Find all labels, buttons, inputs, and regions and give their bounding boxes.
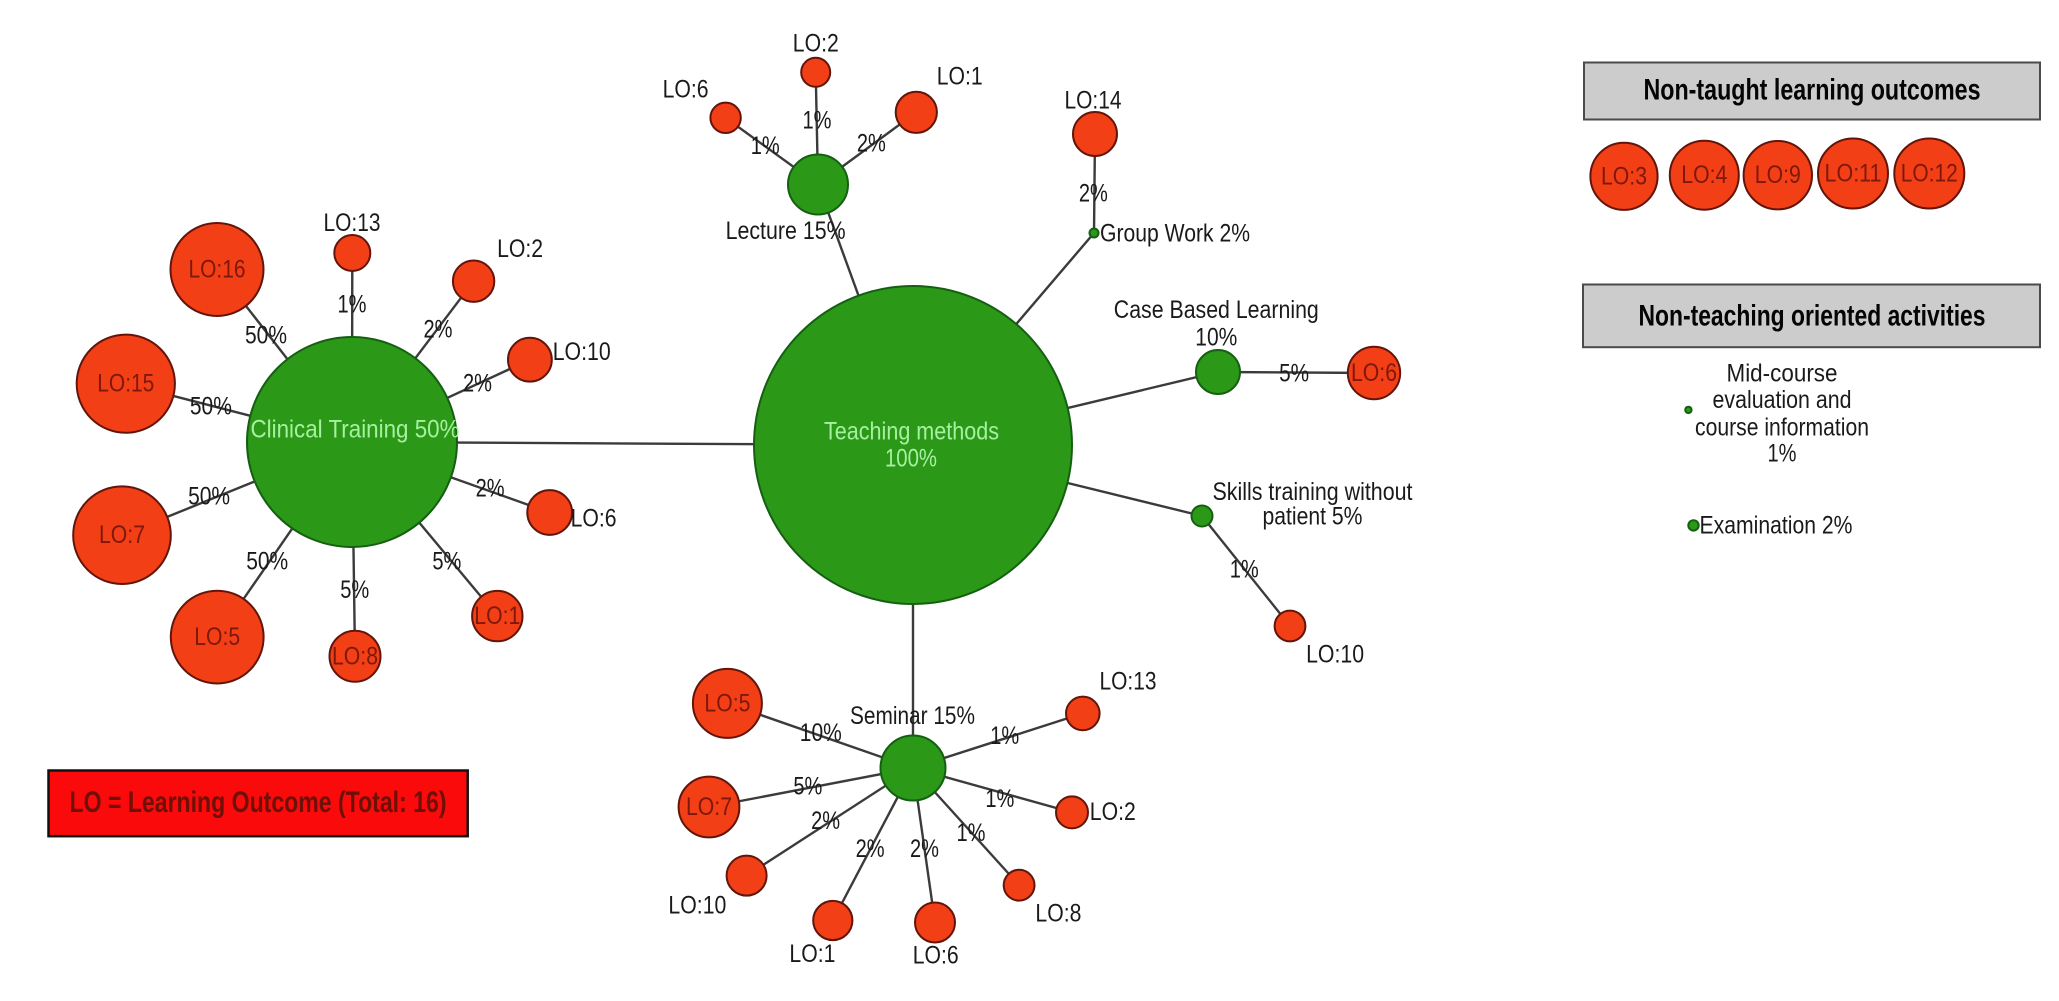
svg-text:50%: 50% bbox=[188, 482, 230, 510]
svg-text:50%: 50% bbox=[246, 548, 288, 576]
svg-text:LO:10: LO:10 bbox=[1306, 641, 1364, 669]
svg-text:LO:10: LO:10 bbox=[668, 892, 726, 920]
svg-text:2%: 2% bbox=[856, 835, 885, 863]
svg-text:LO:3: LO:3 bbox=[1601, 162, 1647, 190]
svg-text:5%: 5% bbox=[793, 773, 822, 801]
svg-text:Non-taught learning outcomes: Non-taught learning outcomes bbox=[1644, 74, 1981, 107]
svg-text:LO:6: LO:6 bbox=[571, 505, 617, 533]
svg-text:Clinical Training 50%: Clinical Training 50% bbox=[251, 415, 460, 443]
svg-text:2%: 2% bbox=[463, 370, 492, 398]
svg-text:Skills training without: Skills training without bbox=[1213, 478, 1413, 506]
svg-text:1%: 1% bbox=[990, 722, 1019, 750]
svg-text:LO:14: LO:14 bbox=[1065, 87, 1122, 115]
svg-text:course information: course information bbox=[1695, 413, 1869, 441]
svg-text:LO:1: LO:1 bbox=[937, 62, 983, 90]
svg-text:Mid-course: Mid-course bbox=[1727, 359, 1838, 387]
svg-text:LO:13: LO:13 bbox=[1100, 668, 1157, 696]
svg-text:2%: 2% bbox=[424, 316, 453, 344]
svg-text:100%: 100% bbox=[885, 445, 937, 473]
svg-text:1%: 1% bbox=[803, 107, 832, 135]
svg-text:2%: 2% bbox=[476, 475, 505, 503]
svg-text:LO:2: LO:2 bbox=[1090, 798, 1136, 826]
svg-text:10%: 10% bbox=[800, 719, 842, 747]
svg-text:LO:15: LO:15 bbox=[97, 370, 154, 398]
svg-text:Examination 2%: Examination 2% bbox=[1700, 511, 1853, 539]
svg-text:1%: 1% bbox=[751, 132, 780, 160]
svg-text:LO:10: LO:10 bbox=[553, 338, 611, 366]
svg-text:2%: 2% bbox=[857, 130, 886, 158]
svg-text:5%: 5% bbox=[432, 548, 461, 576]
svg-text:50%: 50% bbox=[245, 322, 287, 350]
svg-text:LO:12: LO:12 bbox=[1901, 160, 1958, 188]
svg-text:LO:9: LO:9 bbox=[1755, 161, 1801, 189]
svg-text:Lecture 15%: Lecture 15% bbox=[726, 217, 846, 245]
svg-text:LO:8: LO:8 bbox=[332, 642, 378, 670]
svg-text:LO:5: LO:5 bbox=[194, 623, 240, 651]
svg-text:LO:6: LO:6 bbox=[1351, 359, 1397, 387]
svg-text:Seminar 15%: Seminar 15% bbox=[850, 702, 975, 730]
svg-text:LO:7: LO:7 bbox=[686, 793, 732, 821]
svg-text:LO:2: LO:2 bbox=[497, 235, 543, 263]
svg-text:LO:4: LO:4 bbox=[1681, 161, 1727, 189]
svg-text:2%: 2% bbox=[1079, 179, 1108, 207]
svg-text:LO:7: LO:7 bbox=[99, 521, 145, 549]
svg-text:LO:2: LO:2 bbox=[793, 30, 839, 58]
svg-text:LO:8: LO:8 bbox=[1035, 900, 1081, 928]
svg-text:LO:1: LO:1 bbox=[789, 940, 835, 968]
svg-text:LO = Learning Outcome (Total:: LO = Learning Outcome (Total: 16) bbox=[70, 786, 447, 819]
svg-text:Group Work 2%: Group Work 2% bbox=[1100, 220, 1250, 248]
svg-text:2%: 2% bbox=[910, 835, 939, 863]
svg-text:LO:5: LO:5 bbox=[704, 689, 750, 717]
svg-text:LO:16: LO:16 bbox=[189, 256, 246, 284]
svg-text:LO:11: LO:11 bbox=[1825, 160, 1882, 188]
svg-text:Teaching methods: Teaching methods bbox=[824, 418, 999, 446]
svg-text:10%: 10% bbox=[1195, 323, 1237, 351]
svg-text:50%: 50% bbox=[190, 392, 232, 420]
svg-text:1%: 1% bbox=[1768, 440, 1797, 468]
svg-text:Case Based Learning: Case Based Learning bbox=[1114, 296, 1319, 324]
svg-text:LO:13: LO:13 bbox=[324, 209, 381, 237]
svg-text:1%: 1% bbox=[957, 819, 986, 847]
svg-text:evaluation and: evaluation and bbox=[1713, 386, 1852, 414]
svg-text:5%: 5% bbox=[340, 576, 369, 604]
svg-text:Non-teaching oriented activiti: Non-teaching oriented activities bbox=[1639, 299, 1986, 332]
svg-text:LO:1: LO:1 bbox=[474, 602, 520, 630]
svg-text:1%: 1% bbox=[985, 785, 1014, 813]
svg-text:2%: 2% bbox=[811, 807, 840, 835]
svg-text:5%: 5% bbox=[1279, 359, 1309, 387]
svg-text:1%: 1% bbox=[338, 291, 367, 319]
svg-text:LO:6: LO:6 bbox=[663, 76, 709, 104]
svg-text:patient 5%: patient 5% bbox=[1263, 503, 1363, 531]
svg-text:LO:6: LO:6 bbox=[913, 941, 959, 969]
svg-text:1%: 1% bbox=[1230, 556, 1259, 584]
